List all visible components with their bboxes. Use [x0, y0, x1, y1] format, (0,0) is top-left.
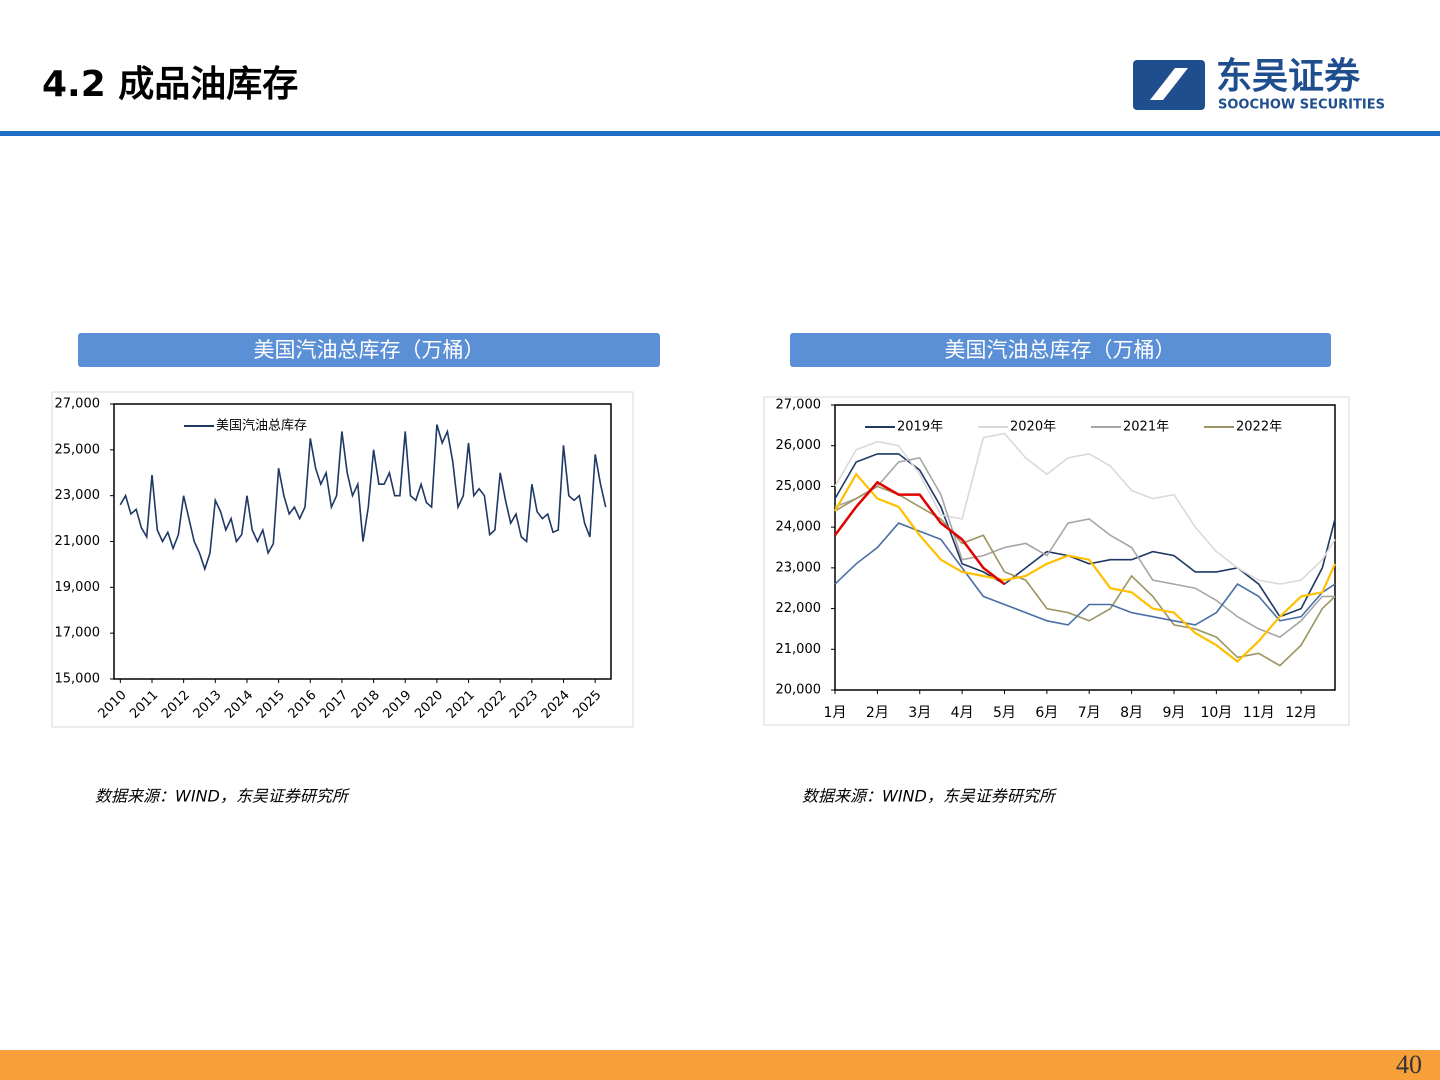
- y-tick-label: 25,000: [776, 479, 822, 494]
- source-note: 数据来源：WIND，东吴证券研究所: [802, 787, 1058, 806]
- y-tick-label: 15,000: [55, 672, 101, 687]
- legend-label: 2019年: [897, 420, 943, 435]
- header-rule: [0, 131, 1440, 136]
- legend-label: 2021年: [1123, 420, 1169, 435]
- plot-area: [834, 404, 1336, 691]
- footer-bar: [0, 1050, 1440, 1080]
- x-tick-label: 2月: [866, 705, 889, 721]
- x-tick-label: 2018: [349, 688, 383, 722]
- x-tick-label: 2019: [381, 688, 415, 722]
- x-tick-label: 3月: [908, 705, 931, 721]
- source-note: 数据来源：WIND，东吴证券研究所: [95, 787, 351, 806]
- x-tick-label: 10月: [1200, 705, 1232, 721]
- y-tick-label: 25,000: [55, 442, 101, 457]
- y-tick-label: 22,000: [776, 601, 822, 616]
- x-tick-label: 2015: [254, 688, 288, 722]
- x-tick-label: 2020: [412, 688, 446, 722]
- logo-cn: 东吴证券: [1216, 56, 1361, 97]
- y-tick-label: 23,000: [776, 560, 822, 575]
- x-tick-label: 12月: [1285, 705, 1317, 721]
- legend-label: 2022年: [1236, 420, 1282, 435]
- x-tick-label: 2021: [444, 688, 478, 722]
- x-tick-label: 4月: [951, 705, 974, 721]
- x-tick-label: 2016: [286, 688, 320, 722]
- chart-title: 美国汽油总库存（万桶）: [254, 338, 485, 362]
- x-tick-label: 2025: [570, 688, 604, 722]
- x-tick-label: 2011: [127, 688, 161, 722]
- series-line: [834, 472, 1337, 663]
- chart-frame: [51, 391, 634, 728]
- series-line: [834, 457, 1335, 639]
- page-number: 40: [1396, 1050, 1422, 1079]
- series-line: [833, 480, 1006, 586]
- chart-banner: [790, 333, 1331, 367]
- x-tick-label: 8月: [1120, 705, 1143, 721]
- logo-stroke: [1150, 68, 1188, 100]
- x-tick-label: 2012: [159, 688, 193, 722]
- series-line: [834, 522, 1336, 626]
- y-tick-label: 17,000: [55, 626, 101, 641]
- x-tick-label: 2024: [539, 688, 573, 722]
- x-tick-label: 9月: [1163, 705, 1186, 721]
- y-tick-label: 24,000: [776, 520, 822, 535]
- x-tick-label: 2023: [507, 688, 541, 722]
- logo: 东吴证券 SOOCHOW SECURITIES: [1133, 56, 1385, 113]
- y-tick-label: 27,000: [55, 397, 101, 412]
- x-tick-label: 11月: [1243, 705, 1275, 721]
- legend-label: 2020年: [1010, 420, 1056, 435]
- y-tick-label: 26,000: [776, 438, 822, 453]
- y-tick-label: 19,000: [55, 580, 101, 595]
- x-tick-label: 2010: [96, 688, 130, 722]
- x-tick-label: 7月: [1078, 705, 1101, 721]
- x-tick-label: 5月: [993, 705, 1016, 721]
- logo-en: SOOCHOW SECURITIES: [1218, 98, 1385, 113]
- chart-frame: [763, 396, 1350, 726]
- x-tick-label: 6月: [1035, 705, 1058, 721]
- legend-label: 美国汽油总库存: [216, 418, 307, 434]
- y-tick-label: 27,000: [776, 398, 822, 413]
- y-tick-label: 23,000: [55, 488, 101, 503]
- x-tick-label: 2014: [222, 688, 256, 722]
- series-line: [834, 485, 1336, 667]
- series-line: [834, 453, 1336, 618]
- chart-banner: [78, 333, 660, 367]
- x-tick-label: 2013: [191, 688, 225, 722]
- y-tick-label: 21,000: [55, 534, 101, 549]
- y-tick-label: 20,000: [776, 683, 822, 698]
- series-line: [834, 432, 1336, 585]
- x-tick-label: 2022: [475, 688, 509, 722]
- chart-title: 美国汽油总库存（万桶）: [945, 338, 1176, 362]
- x-tick-label: 1月: [824, 705, 847, 721]
- series-line: [119, 424, 607, 572]
- slide-title: 4.2 成品油库存: [42, 64, 298, 105]
- y-tick-label: 21,000: [776, 642, 822, 657]
- x-tick-label: 2017: [317, 688, 351, 722]
